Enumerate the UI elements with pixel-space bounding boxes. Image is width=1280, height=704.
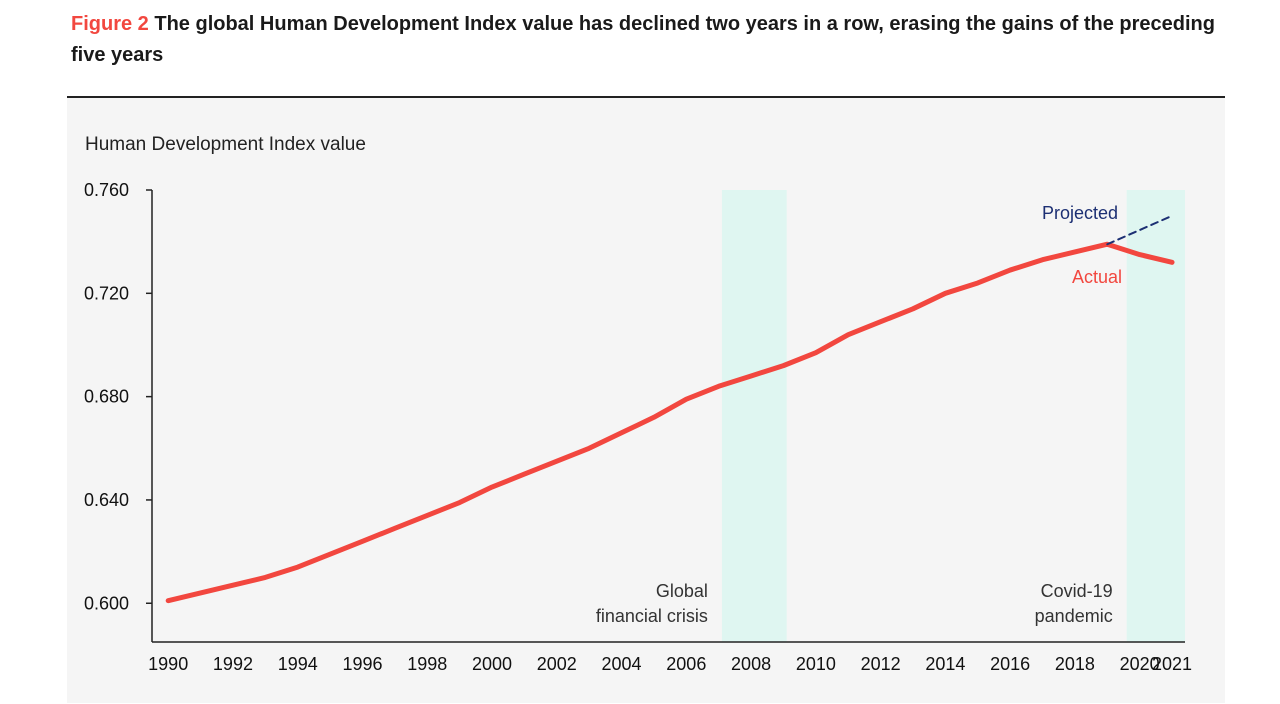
shaded-region-0 bbox=[721, 190, 787, 642]
x-tick-label: 1994 bbox=[278, 654, 318, 674]
y-tick-label: 0.640 bbox=[84, 490, 129, 510]
x-tick-label: 1990 bbox=[148, 654, 188, 674]
x-tick-label: 2020 bbox=[1120, 654, 1160, 674]
shaded-region-1 bbox=[1126, 190, 1185, 642]
y-tick-label: 0.760 bbox=[84, 180, 129, 200]
x-tick-label: 2006 bbox=[666, 654, 706, 674]
y-tick-label: 0.600 bbox=[84, 593, 129, 613]
shaded-region-label: pandemic bbox=[1035, 606, 1113, 626]
shaded-region-label: Covid-19 bbox=[1041, 581, 1113, 601]
x-tick-label: 2010 bbox=[796, 654, 836, 674]
x-tick-label: 1992 bbox=[213, 654, 253, 674]
y-tick-label: 0.680 bbox=[84, 387, 129, 407]
x-tick-label: 2008 bbox=[731, 654, 771, 674]
series-line-projected bbox=[1106, 214, 1174, 246]
figure-title-text: The global Human Development Index value… bbox=[71, 13, 1215, 66]
x-tick-label: 2000 bbox=[472, 654, 512, 674]
x-tick-label: 1996 bbox=[342, 654, 382, 674]
x-tick-label: 2016 bbox=[990, 654, 1030, 674]
title-rule bbox=[67, 96, 1225, 98]
x-tick-label: 2012 bbox=[861, 654, 901, 674]
x-tick-label: 1998 bbox=[407, 654, 447, 674]
projected-annotation: Projected bbox=[1042, 203, 1118, 223]
figure-title: Figure 2 The global Human Development In… bbox=[71, 9, 1231, 71]
x-tick-label: 2018 bbox=[1055, 654, 1095, 674]
y-tick-label: 0.720 bbox=[84, 283, 129, 303]
series-line-actual bbox=[165, 241, 1175, 604]
shaded-region-label: financial crisis bbox=[596, 606, 708, 626]
shaded-region-label: Global bbox=[656, 581, 708, 601]
x-tick-label: 2014 bbox=[925, 654, 965, 674]
chart-panel bbox=[67, 98, 1225, 703]
x-tick-label: 2021 bbox=[1152, 654, 1192, 674]
figure-label: Figure 2 bbox=[71, 13, 149, 35]
x-tick-label: 2004 bbox=[602, 654, 642, 674]
x-tick-label: 2002 bbox=[537, 654, 577, 674]
y-axis-title: Human Development Index value bbox=[85, 134, 366, 155]
actual-annotation: Actual bbox=[1072, 267, 1122, 287]
